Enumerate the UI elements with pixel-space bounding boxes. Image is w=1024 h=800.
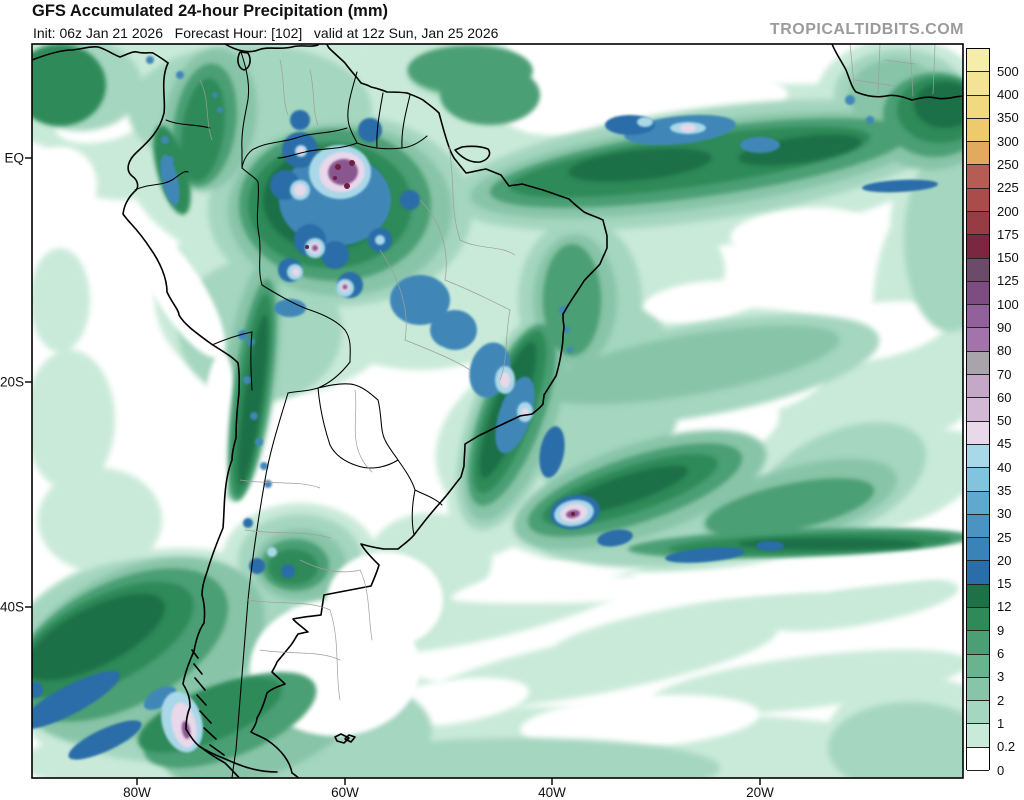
colorbar-label: 250 [997, 156, 1019, 172]
colorbar-label: 0 [997, 762, 1005, 778]
colorbar-segment [967, 258, 989, 282]
colorbar-label: 90 [997, 319, 1012, 335]
colorbar-label: 1 [997, 715, 1005, 731]
colorbar-segment [967, 118, 989, 143]
colorbar-segment [967, 72, 989, 96]
colorbar-label: 125 [997, 273, 1019, 289]
colorbar-segment [967, 584, 989, 608]
colorbar-segment [967, 328, 989, 352]
colorbar-segment [967, 561, 989, 585]
colorbar-segment [967, 747, 989, 771]
colorbar-segment [967, 724, 989, 748]
colorbar-label: 2 [997, 692, 1005, 708]
colorbar-segment [967, 538, 989, 562]
colorbar-segment [967, 631, 989, 655]
colorbar-label: 350 [997, 110, 1019, 126]
colorbar [966, 48, 990, 771]
colorbar-label: 60 [997, 389, 1012, 405]
colorbar-label: 400 [997, 87, 1019, 103]
colorbar-segment [967, 351, 989, 376]
colorbar-label: 50 [997, 413, 1012, 429]
colorbar-label: 6 [997, 646, 1005, 662]
colorbar-label: 100 [997, 296, 1019, 312]
colorbar-label: 225 [997, 180, 1019, 196]
colorbar-label: 30 [997, 506, 1012, 522]
axis-ticks [25, 157, 761, 785]
colorbar-label: 70 [997, 366, 1012, 382]
colorbar-segment [967, 677, 989, 702]
forecast-subtitle: Init: 06z Jan 21 2026 Forecast Hour: [10… [33, 25, 499, 41]
lon-label-40w: 40W [538, 785, 566, 800]
colorbar-segment [967, 142, 989, 166]
colorbar-label: 80 [997, 343, 1012, 359]
lon-label-60w: 60W [331, 785, 359, 800]
colorbar-segment [967, 514, 989, 539]
colorbar-segment [967, 281, 989, 306]
colorbar-segment [967, 701, 989, 725]
colorbar-label: 9 [997, 622, 1005, 638]
colorbar-segment [967, 607, 989, 632]
colorbar-label: 12 [997, 599, 1012, 615]
colorbar-label: 200 [997, 203, 1019, 219]
colorbar-segment [967, 235, 989, 259]
colorbar-segment [967, 165, 989, 189]
colorbar-label: 15 [997, 576, 1012, 592]
colorbar-label: 150 [997, 250, 1019, 266]
state-borders [199, 44, 936, 701]
lat-label-eq: EQ [4, 150, 24, 166]
colorbar-segment [967, 444, 989, 469]
colorbar-segment [967, 305, 989, 329]
colorbar-label: 25 [997, 529, 1012, 545]
map-frame [31, 43, 964, 779]
site-watermark: TROPICALTIDBITS.COM [769, 21, 964, 38]
colorbar-segment [967, 468, 989, 492]
colorbar-label: 175 [997, 226, 1019, 242]
colorbar-segment [967, 375, 989, 399]
colorbar-segment [967, 212, 989, 236]
colorbar-segment [967, 95, 989, 119]
colorbar-label: 35 [997, 483, 1012, 499]
page-title: GFS Accumulated 24-hour Precipitation (m… [32, 2, 389, 20]
colorbar-label: 3 [997, 669, 1005, 685]
colorbar-label: 300 [997, 133, 1019, 149]
colorbar-label: 45 [997, 436, 1012, 452]
colorbar-label: 20 [997, 552, 1012, 568]
colorbar-label: 500 [997, 63, 1019, 79]
precip-field [32, 44, 963, 778]
lat-label-40s: 40S [0, 599, 24, 615]
colorbar-segment [967, 654, 989, 678]
colorbar-segment [967, 398, 989, 422]
colorbar-label: 0.2 [997, 739, 1016, 755]
colorbar-segment [967, 491, 989, 515]
colorbar-segment [967, 421, 989, 445]
lon-label-80w: 80W [123, 785, 151, 800]
colorbar-label: 40 [997, 459, 1012, 475]
lon-label-20w: 20W [746, 785, 774, 800]
coastline [32, 44, 963, 778]
lat-label-20s: 20S [0, 374, 24, 390]
colorbar-segment [967, 188, 989, 213]
colorbar-segment [967, 49, 989, 73]
